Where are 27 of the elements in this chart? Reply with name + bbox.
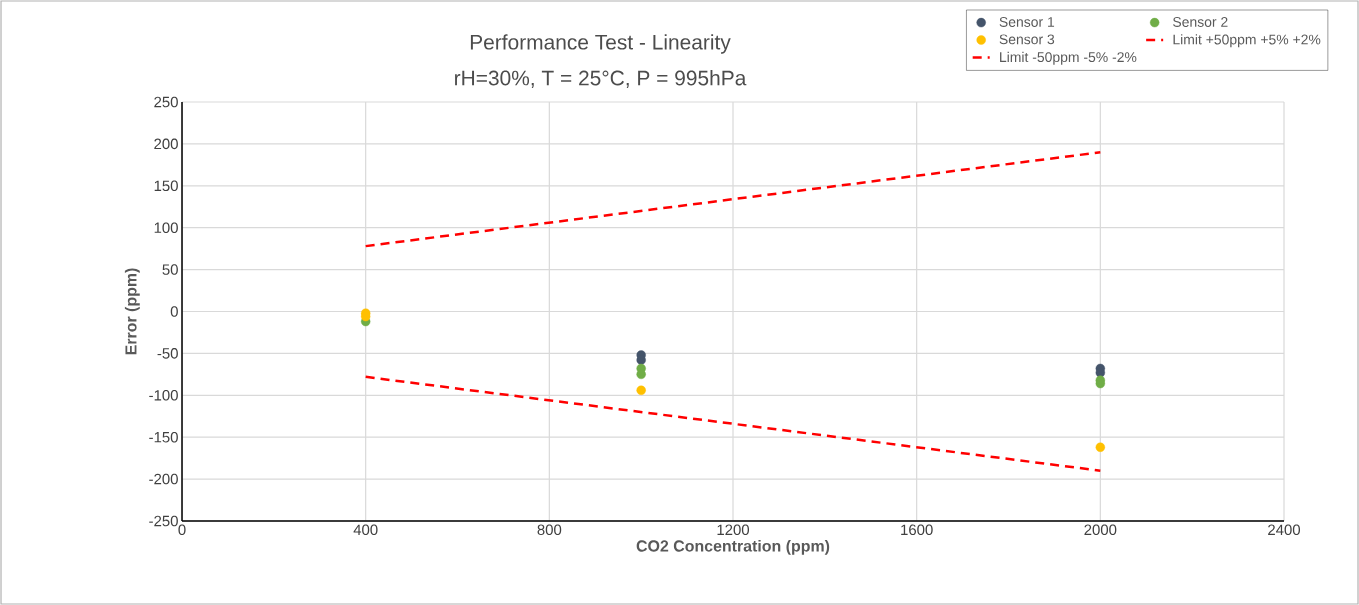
x-tick-label: 0 — [178, 524, 186, 536]
y-axis-title: Error (ppm) — [124, 268, 140, 355]
y-tick-label: -50 — [157, 348, 178, 359]
y-tick-label: 100 — [154, 222, 178, 233]
y-tick-label: -150 — [149, 431, 178, 443]
legend-label: Limit +50ppm +5% +2% — [1173, 34, 1321, 48]
x-tick-label: 1200 — [717, 524, 750, 536]
legend-label: Limit -50ppm -5% -2% — [1000, 51, 1137, 65]
legend-label: Sensor 1 — [999, 16, 1055, 27]
chart-subtitle: rH=30%, T = 25°C, P = 995hPa — [455, 70, 747, 88]
y-tick-label: 250 — [154, 96, 178, 108]
y-tick-label: 50 — [162, 264, 178, 275]
x-tick-label: 800 — [537, 524, 562, 536]
x-tick-label: 2400 — [1268, 524, 1301, 536]
x-axis-title: CO2 Concentration (ppm) — [636, 539, 830, 555]
y-tick-label: -200 — [149, 473, 178, 485]
y-tick-label: 150 — [154, 180, 178, 192]
chart-title: Performance Test - Linearity — [470, 34, 731, 54]
x-tick-label: 400 — [353, 524, 378, 536]
legend-label: Sensor 2 — [1173, 16, 1228, 27]
y-tick-label: -250 — [149, 515, 178, 527]
y-tick-label: 200 — [154, 138, 178, 150]
y-tick-label: -100 — [149, 389, 178, 401]
x-tick-label: 1600 — [901, 524, 933, 536]
x-tick-label: 2000 — [1084, 524, 1117, 536]
legend-label: Sensor 3 — [999, 34, 1055, 45]
y-tick-label: 0 — [170, 306, 178, 317]
